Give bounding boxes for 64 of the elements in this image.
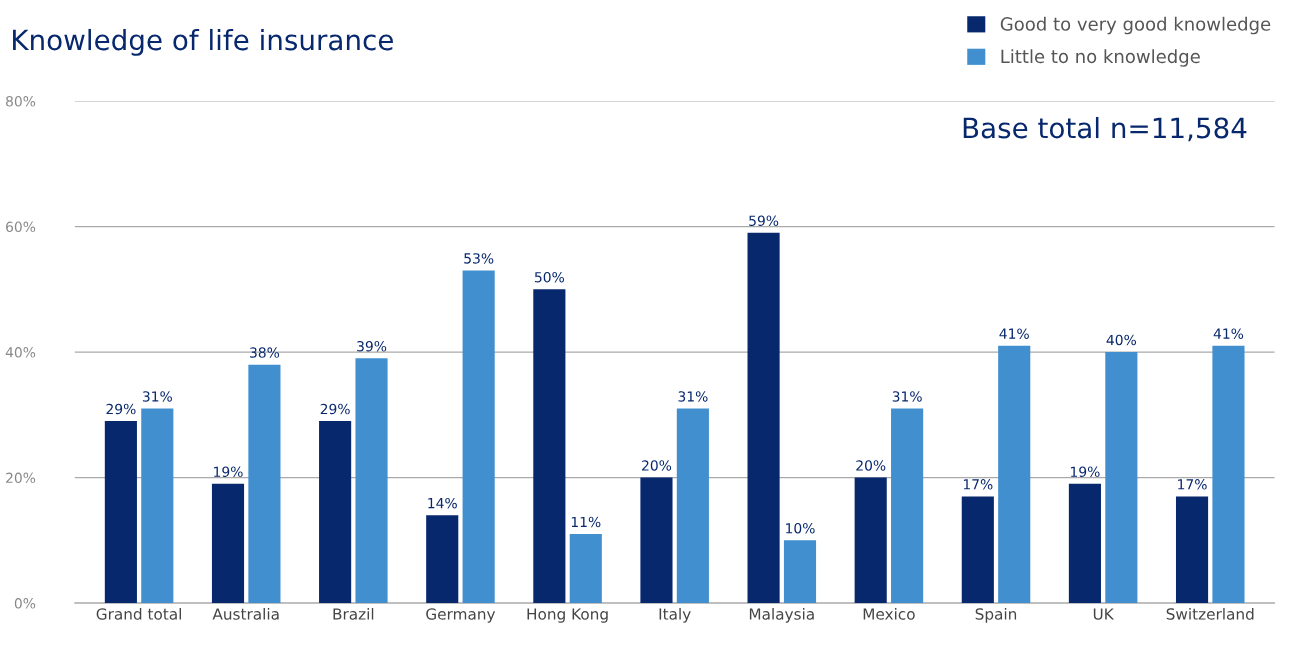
x-tick-label: Australia [212,607,279,620]
legend-label: Good to very good knowledge [1000,16,1271,35]
bar [1175,496,1209,604]
bar [462,270,495,604]
bar [1105,352,1138,604]
data-label: 17% [1178,479,1207,490]
data-label: 29% [106,403,136,415]
bar [783,540,817,604]
bar [854,477,887,604]
legend-label: Little to no knowledge [1001,49,1200,67]
x-tick-label: Mexico [863,607,915,620]
data-label: 31% [678,391,708,402]
x-tick-label: Brazil [333,607,374,620]
x-tick-label: UK [1093,608,1115,620]
bar [998,345,1031,604]
data-label: 41% [1213,328,1244,339]
data-label: 41% [999,328,1029,339]
bar [248,364,281,604]
bar [211,483,245,604]
bar [747,232,780,604]
x-tick-label: Germany [426,608,496,623]
data-label: 50% [534,271,565,283]
y-tick-label: 80% [6,96,36,107]
y-tick-label: 60% [6,221,36,233]
data-label: 40% [1106,334,1137,346]
data-label: 29% [320,403,350,415]
bar [1212,345,1245,604]
bar [319,421,352,604]
y-tick-label: 0% [14,598,36,609]
bar [104,421,137,604]
bar [355,358,388,604]
bar [1068,483,1101,604]
data-label: 31% [892,391,922,402]
data-label: 11% [571,516,601,528]
data-label: 20% [642,460,672,471]
bar [891,408,924,604]
y-tick-label: 40% [5,347,36,358]
bar [141,408,174,604]
x-tick-label: Malaysia [749,607,814,623]
data-label: 17% [963,479,993,490]
y-tick-label: 20% [6,472,36,484]
data-label: 19% [214,466,243,478]
data-label: 38% [250,347,280,358]
annotation: Base total n=11,584 [963,116,1247,142]
x-tick-label: Grand total [96,607,181,620]
bar [533,289,566,604]
x-tick-label: Spain [975,607,1017,623]
data-label: 10% [786,522,815,534]
data-label: 19% [1071,466,1100,478]
data-label: 39% [357,340,387,352]
data-label: 14% [428,497,457,509]
bar [640,477,673,604]
data-label: 53% [464,253,494,264]
data-label: 59% [749,215,779,226]
bar [676,408,709,604]
chart-title: Knowledge of life insurance [13,28,393,56]
data-label: 31% [142,391,172,402]
bar [569,534,602,604]
bar [426,515,459,604]
x-tick-label: Hong Kong [527,608,608,623]
x-tick-label: Switzerland [1166,607,1254,620]
x-tick-label: Italy [659,607,691,623]
bar [961,496,994,604]
data-label: 20% [856,460,886,471]
